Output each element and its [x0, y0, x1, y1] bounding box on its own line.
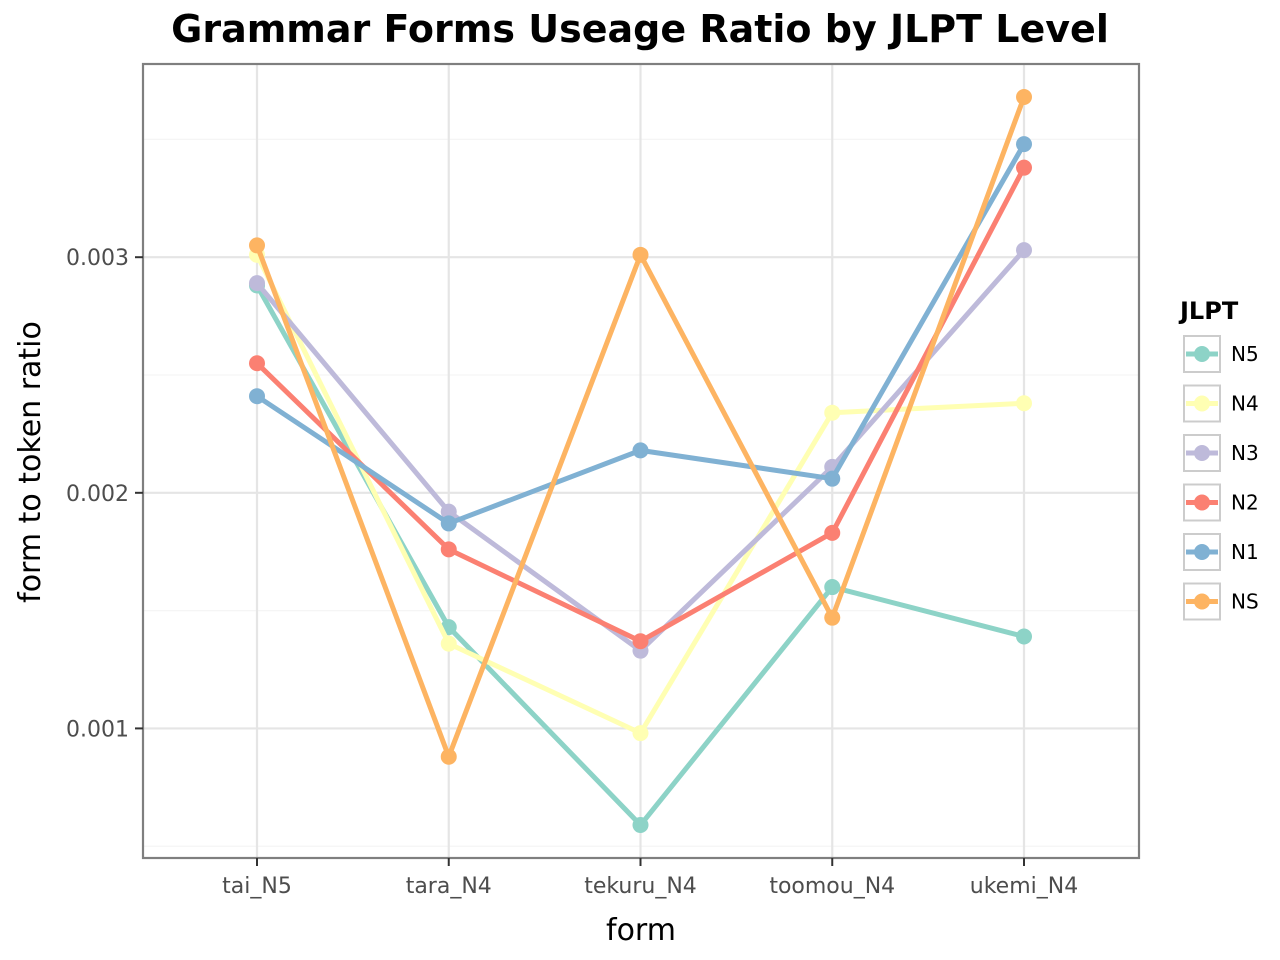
- data-point-n4: [440, 635, 457, 652]
- data-point-ns: [249, 237, 265, 254]
- series-n2: [249, 159, 1032, 650]
- data-point-ns: [1016, 88, 1032, 105]
- legend-key-point: [1194, 593, 1210, 610]
- legend-item-ns: NS: [1183, 582, 1259, 621]
- legend-item-n1: N1: [1183, 533, 1259, 571]
- series-layer: [249, 88, 1032, 834]
- legend-key-point: [1194, 544, 1210, 560]
- data-point-n5: [632, 817, 649, 834]
- x-tick-label: toomou_N4: [769, 874, 895, 899]
- data-point-n4: [632, 725, 649, 742]
- data-point-n3: [440, 503, 457, 520]
- data-point-n5: [824, 579, 841, 596]
- legend-item-n4: N4: [1183, 384, 1259, 423]
- data-point-n2: [632, 633, 649, 650]
- data-point-n1: [632, 442, 649, 459]
- data-point-n1: [440, 515, 457, 532]
- x-tick-label: tai_N5: [222, 874, 292, 899]
- y-tick-label: 0.002: [66, 482, 129, 507]
- data-point-n4: [1016, 395, 1032, 412]
- legend-item-n3: N3: [1183, 434, 1259, 472]
- data-point-n3: [249, 275, 265, 292]
- x-tick-label: tekuru_N4: [584, 874, 697, 899]
- legend-item-n5: N5: [1183, 335, 1259, 373]
- data-point-n2: [440, 541, 457, 558]
- y-tick-label: 0.003: [66, 246, 129, 271]
- legend-key-point: [1194, 395, 1210, 412]
- data-point-ns: [440, 748, 457, 765]
- legend: N5 N4 N3 N2 N1 NS: [1183, 335, 1259, 621]
- data-point-n1: [1016, 136, 1032, 153]
- legend-label: N1: [1231, 540, 1259, 564]
- axes: 0.001 0.002 0.003 tai_N5 tara_N4 tekuru_N4 too…: [66, 246, 1078, 899]
- legend-label: N4: [1231, 392, 1259, 416]
- legend-label: N5: [1231, 342, 1259, 366]
- legend-title: JLPT: [1178, 297, 1239, 325]
- data-point-ns: [632, 246, 649, 263]
- data-point-n5: [1016, 628, 1032, 645]
- data-point-n2: [1016, 159, 1032, 176]
- legend-key-point: [1194, 494, 1210, 511]
- data-point-n2: [249, 355, 265, 372]
- chart-title: Grammar Forms Useage Ratio by JLPT Level: [171, 7, 1109, 51]
- y-tick-label: 0.001: [66, 717, 129, 742]
- data-point-n1: [824, 470, 841, 487]
- data-point-n2: [824, 524, 841, 541]
- y-axis-title: form to token ratio: [13, 321, 48, 603]
- data-point-n4: [824, 404, 841, 421]
- legend-label: N3: [1231, 441, 1259, 465]
- series-n1: [249, 136, 1032, 532]
- x-axis-title: form: [606, 913, 676, 948]
- data-point-n3: [1016, 242, 1032, 259]
- legend-item-n2: N2: [1183, 483, 1259, 522]
- legend-label: N2: [1231, 491, 1259, 515]
- legend-key-point: [1194, 346, 1210, 362]
- legend-label: NS: [1231, 590, 1259, 614]
- data-point-n1: [249, 388, 265, 405]
- legend-key-point: [1194, 445, 1210, 461]
- series-ns: [249, 88, 1032, 765]
- x-tick-label: ukemi_N4: [970, 874, 1078, 899]
- x-tick-label: tara_N4: [406, 874, 492, 899]
- data-point-ns: [824, 609, 841, 626]
